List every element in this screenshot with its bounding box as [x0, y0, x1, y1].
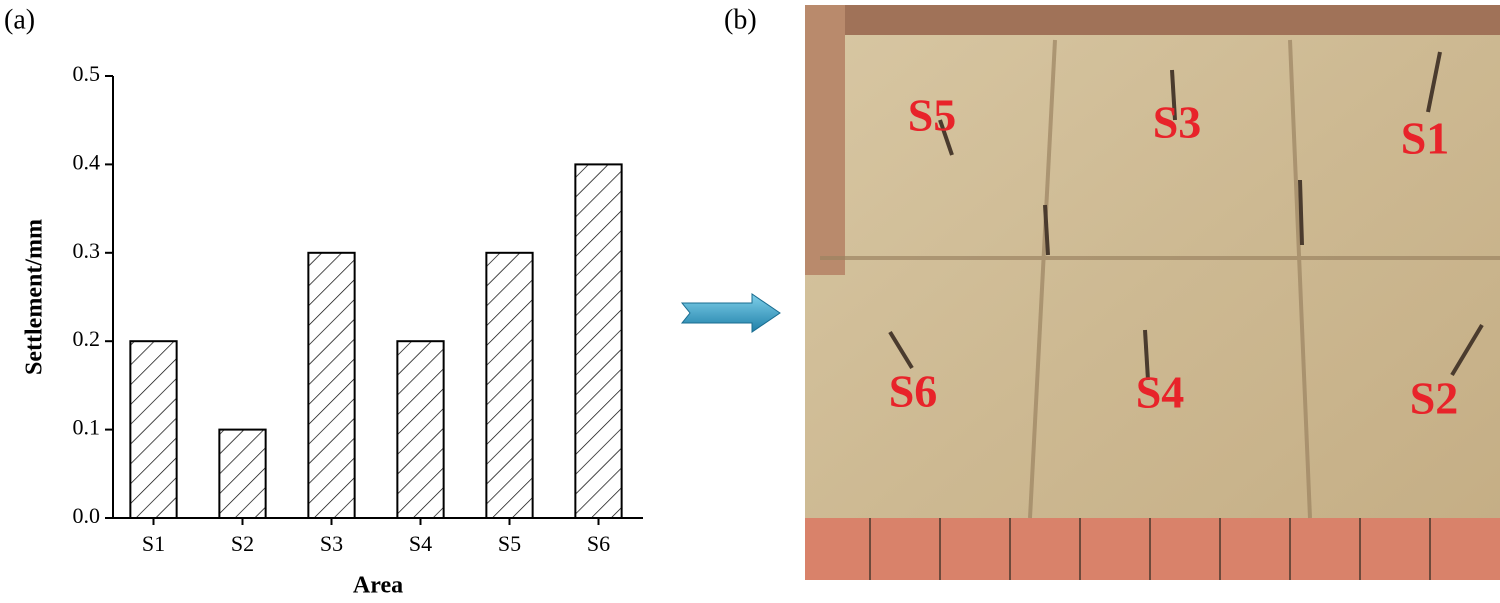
x-axis-title: Area — [353, 573, 403, 599]
y-axis-title: Settlement/mm — [22, 219, 48, 375]
y-tick-label: 0.3 — [73, 238, 101, 263]
photo-label: S1 — [1401, 113, 1450, 164]
y-tick-label: 0.0 — [73, 503, 101, 528]
x-tick-label: S3 — [320, 531, 343, 556]
bar — [396, 340, 445, 520]
photo-ground — [805, 5, 1500, 580]
bar — [218, 428, 267, 520]
y-tick-label: 0.4 — [73, 149, 101, 174]
photo-label: S6 — [889, 366, 938, 417]
bar-chart: 0.0 0.1 0.2 0.3 0.4 0.5 S1 S2 S3 S4 S5 S6 Area Settle… — [22, 61, 643, 599]
photo-label: S3 — [1153, 97, 1202, 148]
panel-label: (b) — [724, 4, 757, 35]
bar — [307, 251, 356, 520]
x-tick-label: S1 — [142, 531, 165, 556]
bricks-left — [805, 5, 845, 275]
y-tick-label: 0.1 — [73, 415, 101, 440]
bar — [485, 251, 534, 520]
photo-label: S2 — [1410, 373, 1459, 424]
x-tick-label: S4 — [409, 531, 432, 556]
panel-label: (a) — [4, 4, 35, 35]
probes — [888, 51, 1484, 381]
photo-label: S4 — [1136, 367, 1185, 418]
bar — [129, 340, 178, 520]
photo-label: S5 — [908, 90, 957, 141]
y-tick-label: 0.2 — [73, 326, 101, 351]
brick-joints — [869, 518, 1431, 580]
x-tick-label: S5 — [498, 531, 521, 556]
grid-joints — [820, 39, 1500, 519]
photo: S5 S3 S1 S6 S4 S2 — [805, 5, 1500, 580]
bricks-bottom — [805, 518, 1500, 580]
x-tick-label: S2 — [231, 531, 254, 556]
y-tick-label: 0.5 — [73, 61, 101, 86]
arrow — [680, 293, 781, 333]
bar — [574, 163, 623, 519]
x-tick-label: S6 — [587, 531, 610, 556]
bricks-top — [805, 5, 1500, 35]
